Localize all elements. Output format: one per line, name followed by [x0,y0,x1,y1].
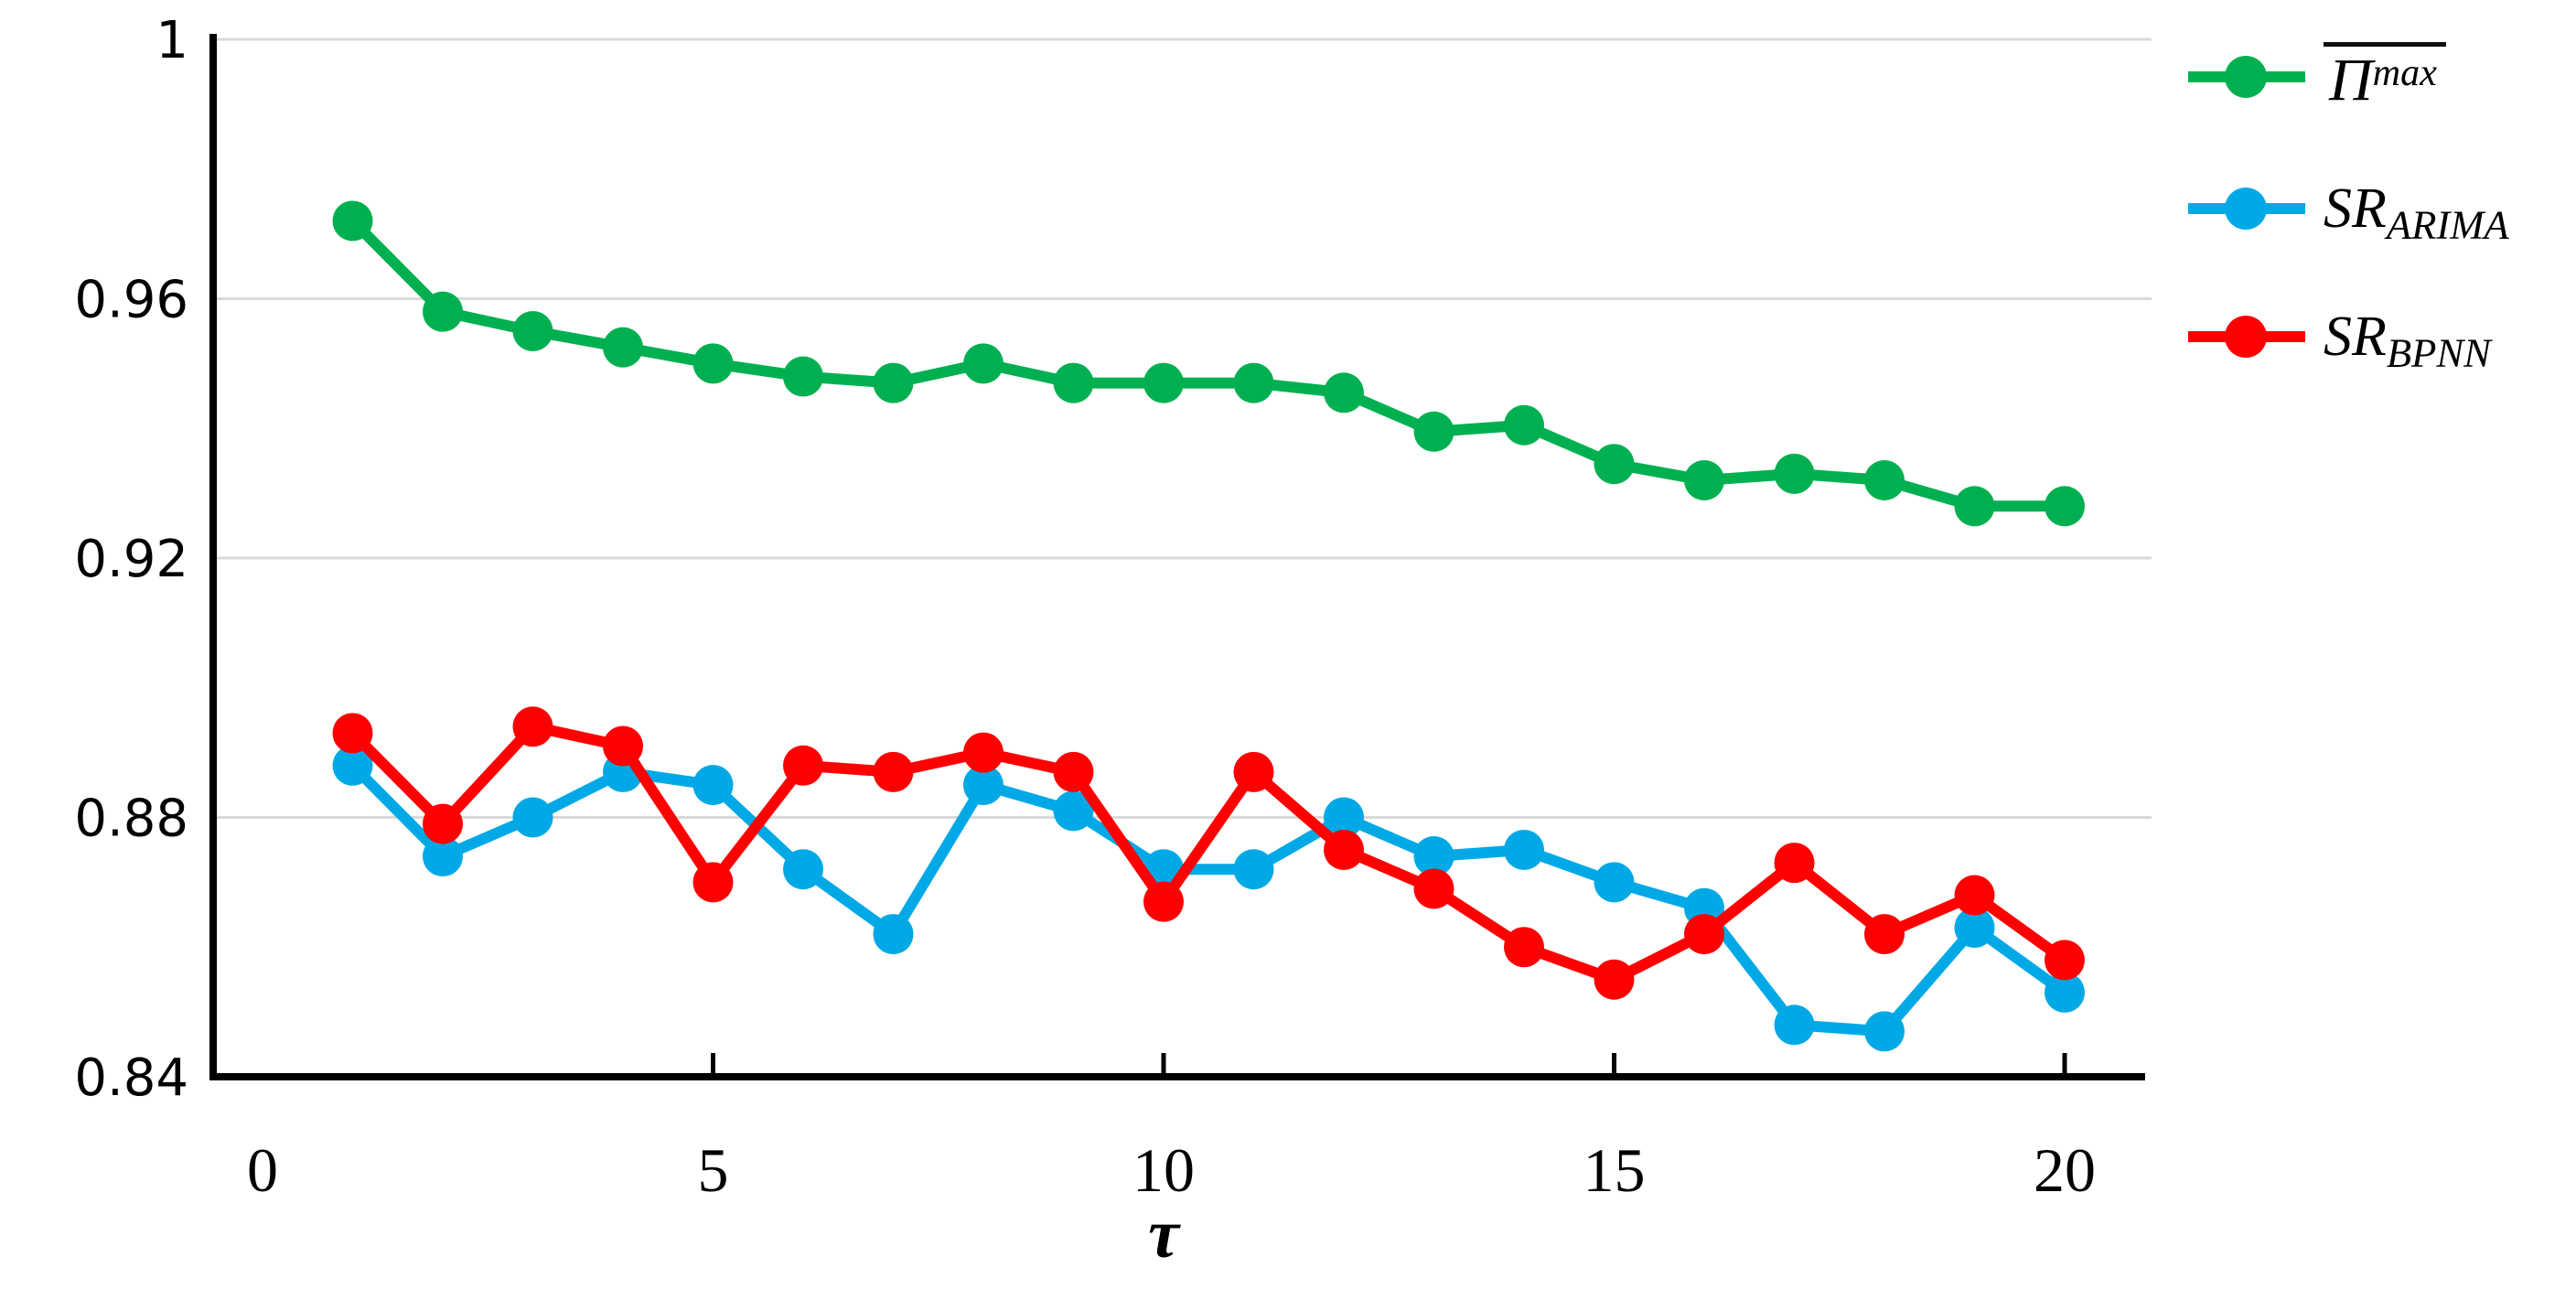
data-point-Pi-bar-max [692,343,734,384]
data-point-SR-ARIMA [332,745,373,786]
pi-symbol: Π [2329,47,2373,114]
data-point-SR-BPNN [963,732,1004,773]
data-point-SR-ARIMA [423,836,463,877]
legend-dot-icon [2225,316,2267,358]
data-point-SR-BPNN [2045,940,2085,981]
data-point-SR-BPNN [873,751,914,792]
x-tick-label: 0 [247,1135,278,1205]
y-tick-label: 1 [156,11,188,70]
legend-item-sr-bpnn: SRBPNN [2188,291,2491,382]
data-point-SR-BPNN [603,725,643,767]
data-point-Pi-bar-max [1504,404,1544,446]
legend-marker-sr-arima [2188,187,2305,231]
data-point-SR-ARIMA [1324,797,1364,838]
sr-subscript: ARIMA [2386,201,2509,248]
data-point-Pi-bar-max [1413,411,1454,452]
data-point-SR-ARIMA [1594,862,1635,903]
series-line-SR-ARIMA [347,759,2070,1037]
data-point-Pi-bar-max [2045,486,2085,527]
data-point-SR-BPNN [1594,959,1635,1000]
data-point-SR-BPNN [423,803,463,844]
legend: Πmax SRARIMA SRBPNN [2188,0,2576,439]
data-point-SR-BPNN [332,713,373,754]
data-point-SR-BPNN [1324,829,1364,870]
data-point-SR-BPNN [1143,881,1184,922]
data-point-Pi-bar-max [1143,362,1184,403]
data-point-SR-ARIMA [783,849,823,890]
data-point-SR-BPNN [1774,843,1815,884]
legend-dot-icon [2225,56,2267,98]
data-point-Pi-bar-max [512,310,553,351]
data-point-SR-ARIMA [692,765,734,806]
legend-label-sr-bpnn: SRBPNN [2324,306,2491,373]
data-point-SR-BPNN [783,745,823,786]
data-point-Pi-bar-max [873,362,914,403]
data-point-SR-BPNN [1413,868,1454,909]
pi-overline: Πmax [2324,42,2446,112]
sr-symbol: SR [2324,177,2387,240]
data-point-SR-BPNN [1684,914,1724,955]
data-point-SR-ARIMA [1504,829,1544,870]
data-point-SR-ARIMA [1954,907,1995,948]
data-point-SR-ARIMA [1413,836,1454,877]
legend-marker-sr-bpnn [2188,315,2305,359]
x-axis-title: τ [1148,1196,1181,1273]
data-point-Pi-bar-max [1684,459,1724,500]
data-point-SR-BPNN [1053,751,1094,792]
data-point-Pi-bar-max [1053,362,1094,403]
data-point-Pi-bar-max [603,327,643,368]
x-tick-label: 15 [1583,1135,1646,1205]
data-point-SR-ARIMA [1233,849,1274,890]
legend-marker-pi-max [2188,55,2305,99]
data-point-SR-BPNN [1864,914,1905,955]
legend-dot-icon [2225,188,2267,230]
y-tick-label: 0.84 [74,1048,188,1108]
data-point-SR-ARIMA [963,765,1004,806]
legend-item-pi-max: Πmax [2188,31,2446,123]
data-point-SR-ARIMA [512,797,553,838]
legend-item-sr-arima: SRARIMA [2188,163,2509,254]
y-tick-label: 0.92 [74,530,188,589]
data-point-Pi-bar-max [1594,444,1635,485]
data-point-Pi-bar-max [783,356,823,397]
sr-symbol: SR [2324,306,2387,368]
data-point-Pi-bar-max [423,291,463,332]
data-point-SR-BPNN [692,862,734,903]
sr-subscript: BPNN [2386,329,2491,376]
data-point-SR-ARIMA [1864,1011,1905,1052]
data-point-Pi-bar-max [332,200,373,242]
data-point-SR-BPNN [1954,875,1995,916]
data-point-Pi-bar-max [1864,459,1905,500]
data-point-Pi-bar-max [1954,486,1995,527]
data-point-SR-ARIMA [873,914,914,955]
data-point-SR-BPNN [1233,751,1274,792]
data-point-SR-ARIMA [2045,972,2085,1013]
x-tick-label: 10 [1132,1135,1195,1205]
data-point-SR-BPNN [512,706,553,747]
legend-label-sr-arima: SRARIMA [2324,177,2509,245]
y-tick-label: 0.96 [74,271,188,330]
x-tick-label: 20 [2034,1135,2096,1205]
legend-label-pi-max: Πmax [2324,42,2446,112]
data-point-Pi-bar-max [1324,372,1364,414]
data-point-Pi-bar-max [963,343,1004,384]
data-point-SR-BPNN [1504,927,1544,968]
x-tick-label: 5 [698,1135,729,1205]
data-point-Pi-bar-max [1233,362,1274,403]
data-point-Pi-bar-max [1774,453,1815,494]
data-point-SR-ARIMA [1053,790,1094,832]
y-tick-label: 0.88 [74,790,188,849]
pi-superscript: max [2372,51,2437,95]
data-point-SR-ARIMA [1774,1005,1815,1046]
